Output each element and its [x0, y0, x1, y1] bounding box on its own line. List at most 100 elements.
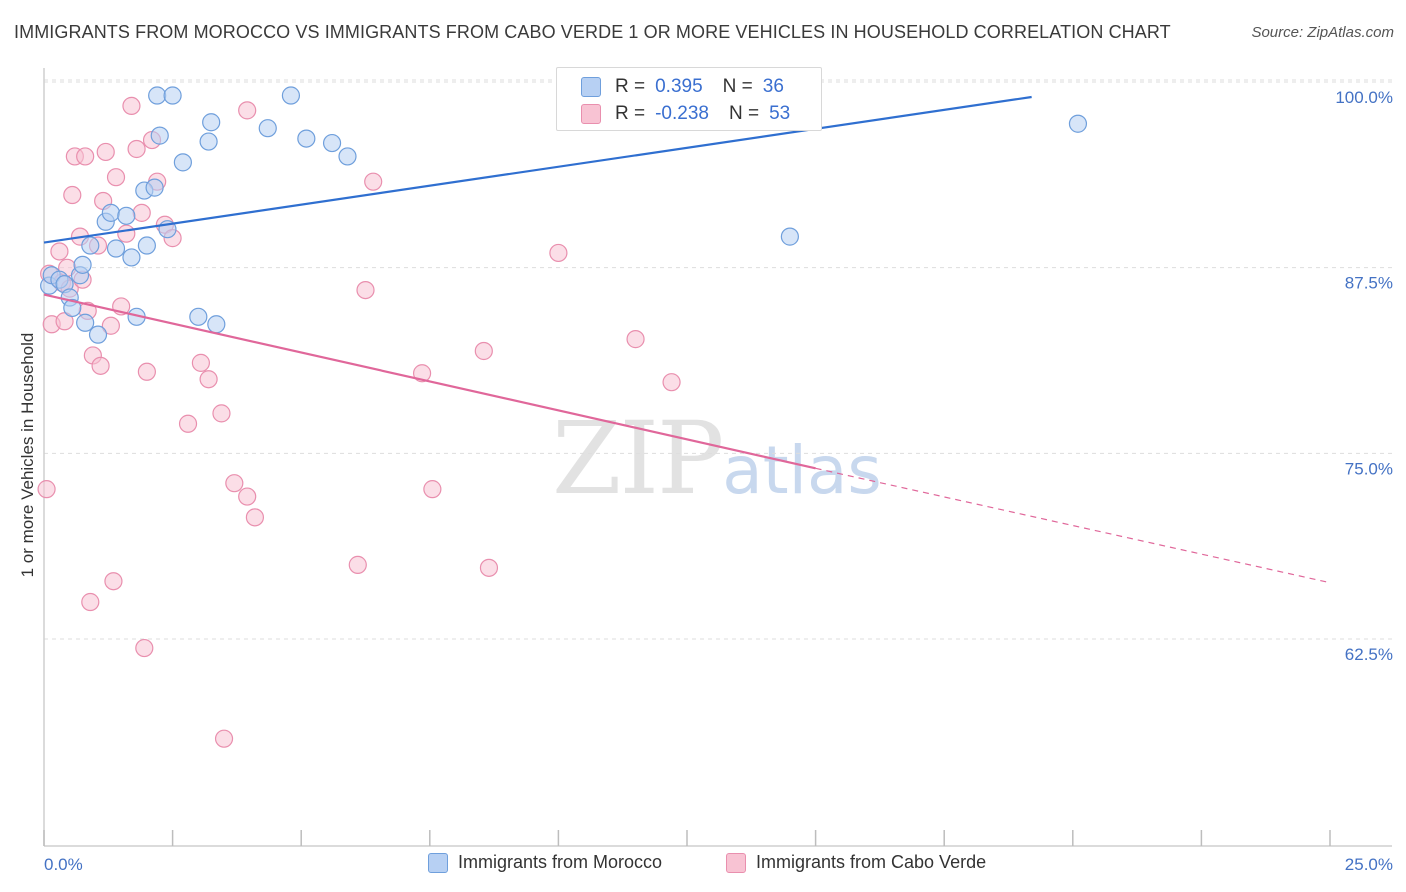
watermark-zip: ZIP — [552, 400, 724, 517]
morocco-point — [145, 178, 164, 197]
morocco-point — [322, 133, 342, 153]
trend-lines — [43, 95, 1331, 584]
cabo-verde-point — [412, 364, 432, 383]
cabo-verde-point — [364, 172, 383, 191]
legend-r-label: R = — [615, 76, 646, 97]
morocco-point — [202, 113, 221, 132]
morocco-point — [106, 239, 126, 258]
x-tick-label-max: 25.0% — [1345, 855, 1393, 874]
cabo-verde-point — [178, 414, 198, 433]
source-label: Source: ZipAtlas.com — [1251, 24, 1394, 41]
cabo-verde-point — [117, 224, 136, 243]
y-axis-title: 1 or more Vehicles in Household — [18, 333, 37, 578]
legend-row-cabo-verde: R = -0.238 N = 53 — [581, 101, 790, 127]
cabo-verde-trend-line — [43, 293, 816, 470]
cabo-verde-point — [135, 638, 154, 658]
cabo-verde-point — [127, 139, 146, 159]
axis-labels: 62.5% 75.0% 87.5% 100.0% 0.0% 25.0% 1 or more … — [18, 88, 1393, 874]
morocco-point — [1068, 114, 1088, 133]
cabo-verde-point — [96, 142, 115, 162]
cabo-verde-point — [479, 558, 499, 577]
legend-n-value: 53 — [769, 103, 791, 124]
legend-label-cabo-verde: Immigrants from Cabo Verde — [756, 852, 987, 872]
cabo-verde-point — [662, 373, 681, 392]
cabo-verde-point — [37, 480, 56, 499]
legend-swatch-morocco — [581, 77, 601, 97]
legend-item-morocco: Immigrants from Morocco — [428, 852, 662, 873]
legend-swatch-morocco — [428, 852, 448, 873]
morocco-point — [780, 227, 799, 246]
cabo-verde-points — [37, 96, 681, 748]
cabo-verde-point — [348, 555, 367, 574]
cabo-verde-point — [50, 242, 69, 261]
morocco-point — [73, 255, 92, 274]
legend-row-morocco: R = 0.395 N = 36 — [581, 74, 784, 100]
morocco-point — [338, 147, 357, 166]
morocco-trend-line — [43, 95, 1032, 244]
morocco-point — [207, 315, 226, 334]
legend-n-value: 36 — [762, 76, 784, 97]
legend-item-cabo-verde: Immigrants from Cabo Verde — [726, 852, 986, 873]
morocco-point — [199, 132, 218, 151]
morocco-point — [281, 86, 301, 105]
series-legend: Immigrants from Morocco Immigrants from … — [0, 852, 1406, 876]
morocco-point — [148, 86, 167, 105]
watermark-atlas: atlas — [722, 432, 882, 509]
cabo-verde-point — [245, 508, 265, 527]
morocco-point — [150, 126, 169, 145]
morocco-point — [189, 307, 208, 326]
watermark: ZIPatlas — [552, 400, 882, 517]
cabo-verde-point — [63, 185, 82, 205]
morocco-point — [88, 325, 108, 344]
chart-title: IMMIGRANTS FROM MOROCCO VS IMMIGRANTS FR… — [14, 22, 1171, 42]
cabo-verde-point — [76, 147, 95, 166]
morocco-point — [76, 313, 95, 332]
cabo-verde-point — [191, 353, 210, 372]
axes — [43, 68, 1392, 847]
cabo-verde-point — [356, 280, 375, 300]
morocco-point — [137, 236, 156, 255]
morocco-point — [63, 298, 82, 318]
cabo-verde-point — [626, 330, 645, 349]
x-tick-label-min: 0.0% — [44, 855, 83, 874]
morocco-point — [117, 206, 136, 225]
morocco-point — [101, 203, 120, 222]
cabo-verde-point — [122, 96, 141, 116]
legend-n-label: N = — [728, 103, 760, 124]
cabo-verde-point — [423, 480, 442, 499]
cabo-verde-point — [225, 474, 244, 493]
y-tick-label: 87.5% — [1345, 274, 1393, 293]
cabo-verde-trend-extension — [815, 467, 1331, 584]
morocco-point — [258, 119, 277, 138]
legend-r-value: -0.238 — [655, 103, 709, 124]
legend-r-value: 0.395 — [655, 76, 703, 97]
y-tick-label: 100.0% — [1335, 88, 1393, 107]
cabo-verde-point — [137, 362, 156, 381]
cabo-verde-point — [238, 101, 257, 120]
cabo-verde-point — [238, 487, 257, 506]
morocco-point — [163, 86, 182, 105]
legend-swatch-cabo-verde — [726, 852, 746, 873]
morocco-point — [122, 248, 141, 267]
morocco-point — [297, 129, 316, 148]
y-tick-label: 75.0% — [1345, 459, 1393, 478]
cabo-verde-point — [91, 356, 110, 375]
cabo-verde-point — [81, 592, 100, 612]
cabo-verde-point — [106, 168, 126, 187]
legend-label-morocco: Immigrants from Morocco — [458, 852, 663, 872]
morocco-point — [81, 236, 100, 255]
gridlines — [44, 79, 1392, 640]
legend-r-label: R = — [615, 103, 646, 124]
cabo-verde-point — [212, 404, 231, 423]
cabo-verde-point — [214, 729, 234, 748]
cabo-verde-point — [101, 316, 120, 335]
cabo-verde-point — [104, 572, 123, 591]
cabo-verde-point — [474, 341, 493, 361]
cabo-verde-point — [199, 370, 218, 389]
cabo-verde-point — [55, 312, 74, 331]
morocco-points — [40, 86, 1088, 344]
y-tick-label: 62.5% — [1345, 645, 1393, 664]
legend-n-label: N = — [722, 76, 753, 97]
morocco-point — [173, 153, 192, 172]
